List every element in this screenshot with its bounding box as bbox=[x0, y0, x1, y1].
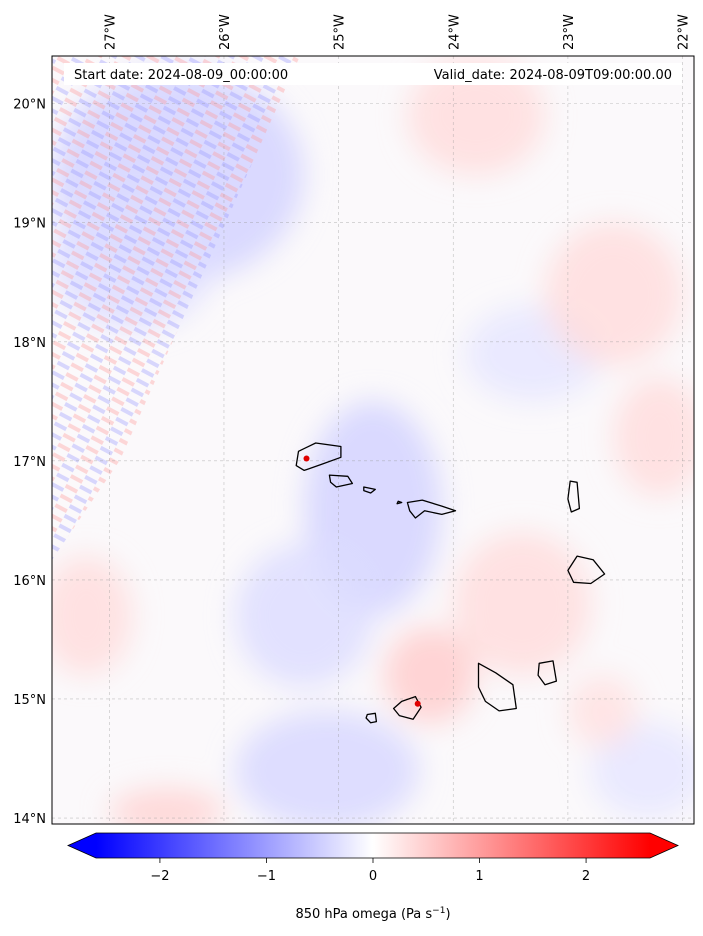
omega-anomaly-blob bbox=[407, 56, 545, 176]
omega-anomaly-blob bbox=[384, 627, 477, 723]
island-coastline bbox=[328, 474, 354, 488]
map-frame bbox=[51, 55, 695, 825]
island-coastline bbox=[537, 660, 558, 686]
omega-anomaly-blob bbox=[235, 710, 419, 824]
latitude-tick-label: 20°N bbox=[13, 98, 46, 113]
island-coastline bbox=[295, 442, 342, 472]
island-coastline bbox=[567, 480, 581, 513]
omega-anomaly-blob bbox=[613, 377, 694, 497]
colorbar-ticks: −2 −1 0 1 2 bbox=[150, 858, 590, 884]
longitude-tick-labels: 27°W 26°W 25°W 24°W 23°W 22°W bbox=[103, 14, 691, 50]
latitude-tick-label: 16°N bbox=[13, 574, 46, 589]
colorbar-extend-max bbox=[650, 833, 678, 858]
header-band bbox=[64, 63, 682, 85]
gridlines bbox=[52, 56, 694, 824]
colorbar-tick-label: 2 bbox=[582, 869, 590, 884]
omega-anomaly-blob bbox=[590, 722, 694, 819]
island-coastline bbox=[567, 555, 606, 585]
island-hot-spot bbox=[303, 455, 310, 462]
island-coastline bbox=[396, 500, 403, 505]
longitude-tick-label: 25°W bbox=[333, 14, 348, 50]
colorbar-tick-label: −1 bbox=[257, 869, 276, 884]
longitude-tick-label: 27°W bbox=[103, 14, 118, 50]
island-coastline bbox=[365, 712, 378, 724]
valid-date-text: Valid_date: 2024-08-09T09:00:00.00 bbox=[434, 68, 672, 83]
island-coastline bbox=[477, 662, 517, 712]
island-coastlines bbox=[295, 442, 606, 724]
colorbar-gradient bbox=[96, 833, 650, 858]
latitude-tick-label: 17°N bbox=[13, 455, 46, 470]
island-hot-spot bbox=[414, 700, 421, 707]
omega-anomaly-blob bbox=[453, 532, 591, 676]
longitude-tick-label: 23°W bbox=[562, 14, 577, 50]
colorbar-label-sup: −1 bbox=[432, 906, 445, 916]
noise-streak-region bbox=[52, 56, 300, 560]
colorbar: −2 −1 0 1 2 850 hPa omega (Pa s−1) bbox=[67, 832, 679, 922]
start-date-text: Start date: 2024-08-09_00:00:00 bbox=[74, 68, 288, 83]
latitude-tick-label: 19°N bbox=[13, 217, 46, 232]
colorbar-tick-label: −2 bbox=[150, 869, 169, 884]
longitude-tick-label: 24°W bbox=[447, 14, 462, 50]
map-panel bbox=[52, 56, 694, 824]
omega-anomaly-blob bbox=[109, 788, 224, 824]
omega-anomaly-blob bbox=[544, 222, 683, 366]
longitude-tick-label: 26°W bbox=[218, 14, 233, 50]
colorbar-outline bbox=[67, 832, 679, 859]
colorbar-label-main: 850 hPa omega (Pa s bbox=[295, 907, 432, 922]
longitude-tick-label: 22°W bbox=[677, 14, 692, 50]
latitude-tick-labels: 20°N 19°N 18°N 17°N 16°N 15°N 14°N bbox=[13, 98, 46, 827]
island-coastline bbox=[406, 499, 457, 519]
latitude-tick-label: 14°N bbox=[13, 812, 46, 827]
omega-anomaly-blob bbox=[567, 675, 637, 747]
latitude-tick-label: 18°N bbox=[13, 336, 46, 351]
colorbar-label-close: ) bbox=[445, 907, 450, 922]
colorbar-tick-label: 0 bbox=[369, 869, 377, 884]
colorbar-extend-min bbox=[68, 833, 96, 858]
colorbar-label: 850 hPa omega (Pa s−1) bbox=[295, 906, 450, 922]
omega-anomaly-blob bbox=[235, 544, 373, 688]
colorbar-tick-label: 1 bbox=[475, 869, 483, 884]
island-coastline bbox=[392, 695, 422, 720]
island-coastline bbox=[363, 486, 376, 494]
omega-anomaly-blob bbox=[52, 556, 133, 676]
latitude-tick-label: 15°N bbox=[13, 693, 46, 708]
